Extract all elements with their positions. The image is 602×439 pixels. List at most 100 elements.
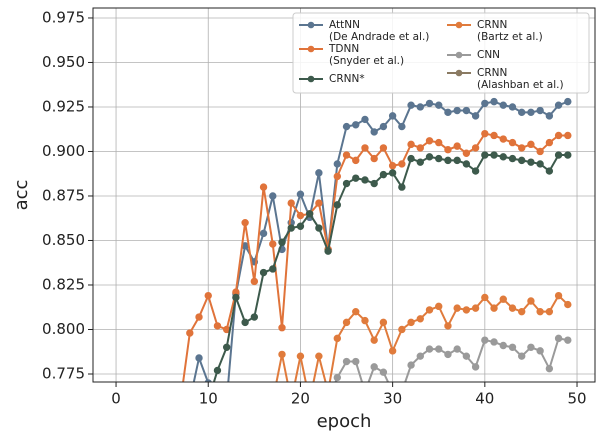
data-point <box>333 172 342 181</box>
data-point <box>490 151 498 159</box>
data-point <box>150 397 157 404</box>
data-point <box>444 145 452 154</box>
data-point <box>416 352 424 360</box>
y-tick-label: 0.975 <box>42 8 85 26</box>
legend-label: CRNN* <box>329 73 365 85</box>
data-point <box>168 397 175 404</box>
data-point <box>315 199 323 207</box>
data-point <box>241 218 249 227</box>
data-point <box>471 167 480 175</box>
data-point <box>187 397 194 404</box>
data-point <box>435 138 443 147</box>
data-point <box>251 397 258 404</box>
data-point <box>260 397 267 404</box>
data-point <box>545 307 554 316</box>
data-point <box>453 142 461 150</box>
data-point <box>361 176 369 184</box>
y-tick-label: 0.800 <box>42 320 85 338</box>
data-point <box>333 201 342 209</box>
data-point <box>296 352 305 360</box>
data-point <box>471 144 480 152</box>
data-point <box>315 352 323 360</box>
data-point <box>159 397 166 404</box>
data-point <box>140 397 147 404</box>
data-point <box>352 357 360 366</box>
data-point <box>379 122 388 131</box>
data-point <box>398 183 406 191</box>
data-point <box>316 397 323 404</box>
data-point <box>379 170 388 179</box>
data-point <box>325 388 332 395</box>
data-point <box>518 108 526 117</box>
data-point <box>545 138 554 147</box>
data-point <box>407 361 415 369</box>
x-tick-label: 10 <box>199 390 218 408</box>
data-point <box>508 103 517 111</box>
data-point <box>287 224 295 232</box>
data-point <box>453 156 461 165</box>
data-point <box>177 397 184 404</box>
data-point <box>305 210 314 218</box>
data-point <box>490 338 498 346</box>
data-point <box>490 304 498 312</box>
data-point <box>342 179 351 188</box>
data-point <box>425 99 434 108</box>
data-point <box>527 108 535 117</box>
data-point <box>508 138 517 147</box>
data-point <box>444 108 452 117</box>
data-point <box>131 397 138 404</box>
y-tick-label: 0.875 <box>42 186 85 204</box>
data-point <box>388 347 397 355</box>
data-point <box>315 224 323 232</box>
data-point <box>370 154 378 163</box>
data-point <box>278 324 286 332</box>
legend-label: CRNN (Alashban et al.) <box>477 67 564 91</box>
data-point <box>187 397 194 404</box>
data-point <box>296 222 305 230</box>
data-point <box>527 297 535 305</box>
data-point <box>342 318 351 327</box>
legend-marker <box>455 51 463 59</box>
data-point <box>250 313 259 321</box>
data-point <box>296 211 305 220</box>
data-point <box>508 343 517 351</box>
data-point <box>260 397 267 404</box>
data-point <box>168 397 175 404</box>
data-point <box>554 131 563 140</box>
data-point <box>242 397 249 404</box>
y-tick-label: 0.925 <box>42 97 85 115</box>
data-point <box>150 397 157 404</box>
legend-marker <box>307 21 315 29</box>
x-tick-label: 40 <box>475 390 494 408</box>
data-point <box>388 162 397 170</box>
legend-label: TDNN (Snyder et al.) <box>328 43 404 67</box>
data-point <box>388 169 397 177</box>
x-axis-label: epoch <box>317 411 372 432</box>
data-point <box>159 397 166 404</box>
data-point <box>527 140 535 149</box>
data-point <box>564 336 572 344</box>
data-point <box>453 345 461 353</box>
data-point <box>259 229 268 238</box>
data-point <box>554 101 563 109</box>
data-point <box>222 343 231 351</box>
x-tick-label: 50 <box>567 390 586 408</box>
data-point <box>168 397 175 404</box>
data-point <box>518 307 526 316</box>
data-point <box>186 329 194 337</box>
data-point <box>453 106 461 115</box>
data-point <box>462 149 471 157</box>
data-point <box>398 325 406 334</box>
data-point <box>425 345 434 353</box>
data-point <box>213 322 222 330</box>
data-point <box>333 373 342 382</box>
data-point <box>333 334 342 343</box>
data-point <box>499 101 507 109</box>
data-point <box>223 397 230 404</box>
data-point <box>425 153 434 161</box>
data-point <box>168 397 175 404</box>
data-point <box>471 112 480 120</box>
data-point <box>287 199 295 207</box>
data-point <box>324 247 332 255</box>
